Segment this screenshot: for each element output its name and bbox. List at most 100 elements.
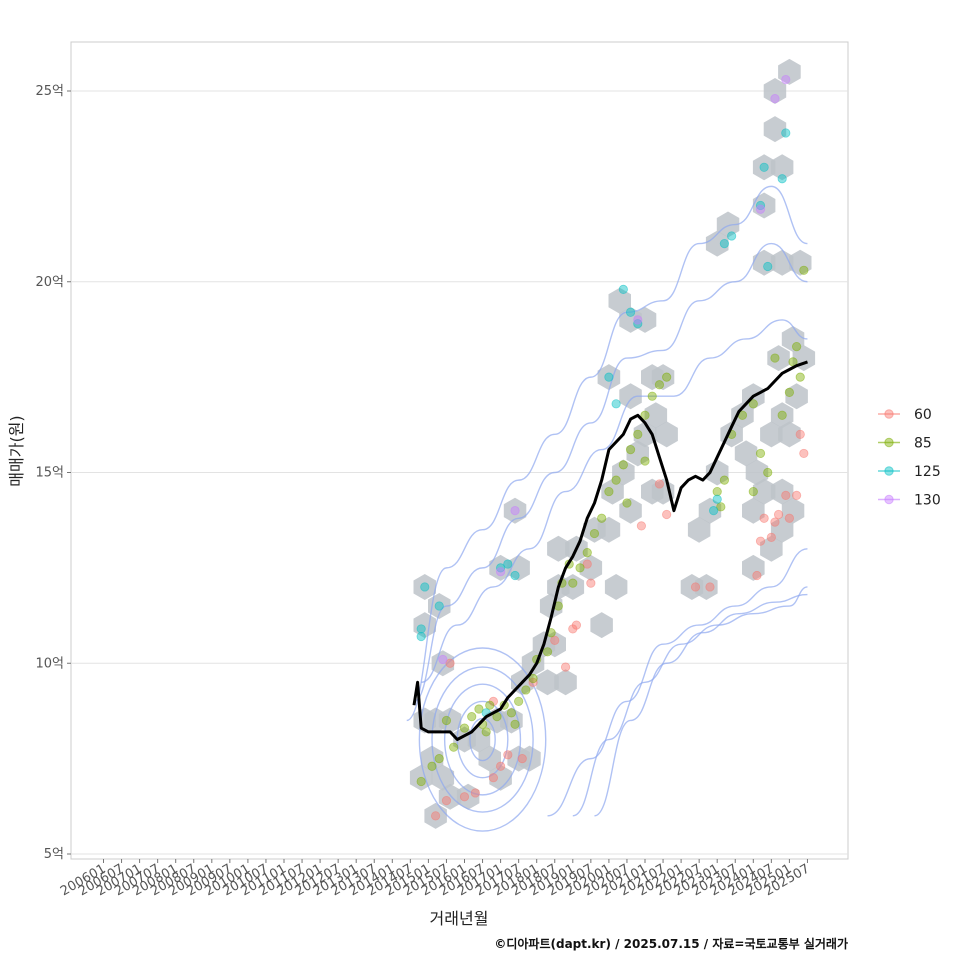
data-point-85 <box>604 486 614 497</box>
data-point-130 <box>781 74 791 85</box>
data-point-125 <box>727 231 737 241</box>
data-point-85 <box>763 467 773 478</box>
hexbin <box>456 783 480 810</box>
data-point-60 <box>799 448 809 459</box>
data-point-60 <box>441 795 452 806</box>
data-point-125 <box>420 582 430 592</box>
data-point-85 <box>510 719 520 729</box>
data-point-125 <box>625 307 636 317</box>
data-point-85 <box>716 502 726 512</box>
data-point-85 <box>777 410 787 420</box>
hexbin <box>716 211 740 238</box>
data-point-85 <box>481 727 491 737</box>
density-contour <box>418 647 547 832</box>
hexbin <box>698 497 722 524</box>
legend-label: 125 <box>914 464 941 480</box>
x-axis: 2006012006072007012007072008012008072009… <box>58 859 812 899</box>
data-point-85 <box>770 353 780 363</box>
hexbin <box>597 516 621 543</box>
hexbin <box>763 78 787 104</box>
data-point-85 <box>625 445 636 455</box>
data-point-60 <box>550 635 560 645</box>
data-point-130 <box>495 567 506 577</box>
hexbin <box>604 574 628 600</box>
data-point-125 <box>503 559 513 569</box>
hexbin <box>438 783 462 810</box>
density-contours <box>406 185 808 832</box>
hexbin <box>503 497 527 524</box>
data-point-60 <box>503 750 513 760</box>
density-contour-upper <box>413 242 808 703</box>
data-point-60 <box>755 536 766 546</box>
hexbin <box>770 516 794 543</box>
y-axis: 5억 10억 15억 20억 25억 <box>35 84 71 862</box>
hexbin <box>760 421 783 448</box>
data-point-85 <box>633 429 643 439</box>
hexbin <box>644 402 668 429</box>
hexbin <box>438 707 462 734</box>
density-contour-lower <box>594 593 808 817</box>
data-point-85 <box>485 700 495 710</box>
hexbin <box>633 306 657 333</box>
hexbin <box>705 230 729 257</box>
hexbin <box>579 554 603 581</box>
hexbin <box>518 745 541 772</box>
data-point-85 <box>474 704 484 714</box>
y-tick-label: 10억 <box>35 656 64 671</box>
data-point-60 <box>560 662 571 672</box>
hexbin <box>651 364 675 391</box>
data-point-130 <box>755 204 766 214</box>
legend-key-point <box>884 494 894 505</box>
data-point-60 <box>690 582 701 592</box>
data-point-60 <box>784 513 795 523</box>
hexbin <box>695 574 718 600</box>
data-point-125 <box>712 494 722 504</box>
data-point-60 <box>795 429 805 439</box>
data-point-85 <box>662 372 672 382</box>
data-point-85 <box>647 391 657 401</box>
data-point-125 <box>604 372 614 382</box>
legend-key-point <box>884 437 894 448</box>
hexbin <box>752 478 776 505</box>
hexbin <box>745 459 769 486</box>
data-point-85 <box>654 380 665 390</box>
hexbin <box>778 58 801 85</box>
density-contour-upper <box>421 319 808 684</box>
data-point-85 <box>589 528 600 539</box>
hexbin <box>789 249 812 276</box>
hexbin <box>619 497 642 524</box>
data-point-60 <box>586 578 596 588</box>
data-point-85 <box>640 456 650 466</box>
hexbin <box>478 745 501 772</box>
hexbin <box>601 478 624 505</box>
hexbin <box>734 440 758 467</box>
data-point-60 <box>488 773 498 783</box>
hexbin <box>760 535 783 562</box>
hexbin <box>742 497 765 524</box>
data-point-125 <box>416 624 426 634</box>
data-point-85 <box>449 742 459 752</box>
hexbin <box>752 249 776 276</box>
data-point-60 <box>495 761 506 771</box>
hexbin <box>467 726 491 753</box>
hexbin <box>590 612 613 639</box>
hexbin <box>752 192 776 219</box>
scatter-points <box>416 74 809 821</box>
density-contour-lower <box>547 548 808 817</box>
hexbin <box>489 764 512 791</box>
data-point-85 <box>416 776 426 787</box>
hexbin <box>785 383 808 410</box>
data-point-60 <box>431 811 441 821</box>
hexbin <box>413 574 436 600</box>
hexbin <box>770 249 794 276</box>
hexbin <box>608 287 631 314</box>
data-point-85 <box>719 475 730 485</box>
data-point-85 <box>459 723 470 733</box>
data-point-85 <box>441 715 452 726</box>
data-point-85 <box>434 754 444 764</box>
hexbin <box>547 535 570 562</box>
grid <box>71 90 848 855</box>
hexbin <box>655 421 678 448</box>
data-point-60 <box>781 490 791 500</box>
hexbin <box>770 154 794 181</box>
